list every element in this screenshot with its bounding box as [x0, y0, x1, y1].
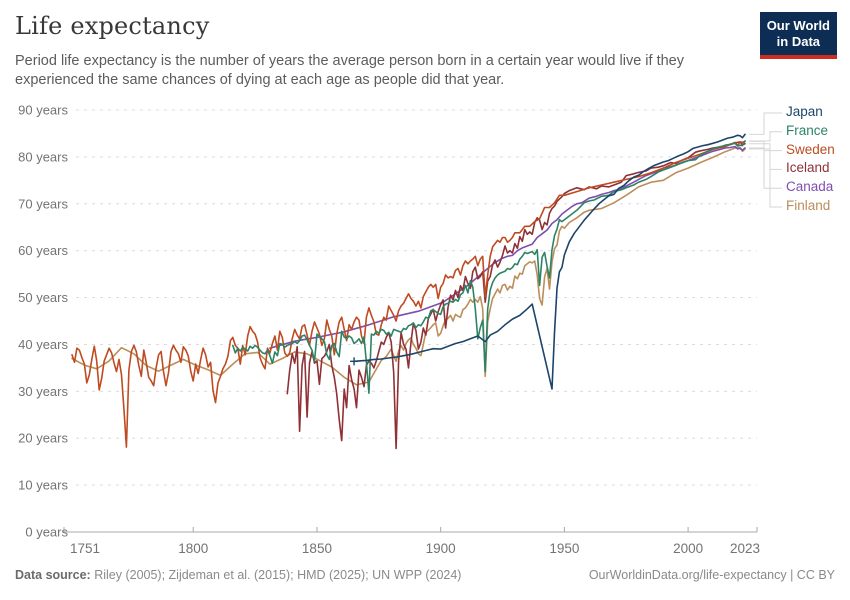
- owid-logo[interactable]: Our World in Data: [759, 12, 837, 59]
- y-axis-tick-label: 80 years: [18, 149, 68, 164]
- chart-subtitle: Period life expectancy is the number of …: [15, 53, 684, 89]
- y-axis-tick-label: 30 years: [18, 384, 68, 399]
- series-line-finland: [71, 146, 746, 386]
- y-axis-tick-label: 90 years: [18, 103, 68, 118]
- x-axis-tick-label: 1900: [426, 541, 456, 556]
- legend-item-finland[interactable]: Finland: [786, 198, 831, 213]
- series-line-france: [232, 140, 746, 394]
- legend-item-iceland[interactable]: Iceland: [786, 160, 830, 176]
- y-axis-tick-label: 20 years: [18, 431, 68, 446]
- y-axis-tick-label: 50 years: [18, 290, 68, 305]
- owid-logo-line2: in Data: [776, 34, 821, 50]
- y-axis-tick-label: 0 years: [25, 525, 68, 540]
- footer-source-label: Data source:: [15, 568, 91, 582]
- x-axis-tick-label: 1800: [178, 541, 208, 556]
- y-axis-tick-label: 60 years: [18, 243, 68, 258]
- chart-title: Life expectancy: [15, 12, 210, 40]
- legend-item-sweden[interactable]: Sweden: [786, 141, 835, 157]
- legend-connector: [749, 112, 782, 135]
- x-axis-tick-label: 1751: [70, 541, 100, 556]
- series-line-iceland: [286, 141, 746, 450]
- x-axis-tick-label: 2023: [730, 541, 760, 556]
- y-axis-tick-label: 10 years: [18, 478, 68, 493]
- y-axis-tick-label: 70 years: [18, 196, 68, 211]
- series-line-japan: [353, 133, 746, 390]
- legend-connector: [749, 140, 782, 152]
- series-line-sweden: [71, 140, 746, 448]
- legend-connector: [749, 148, 782, 208]
- x-axis-tick-label: 1950: [549, 541, 579, 556]
- x-axis-tick-label: 1850: [302, 541, 332, 556]
- footer-link[interactable]: OurWorldinData.org/life-expectancy | CC …: [588, 568, 835, 582]
- y-axis-tick-label: 40 years: [18, 337, 68, 352]
- legend-connector: [749, 147, 782, 189]
- footer-source-text: Riley (2005); Zijdeman et al. (2015); HM…: [90, 568, 462, 582]
- legend-item-france[interactable]: France: [786, 122, 829, 138]
- x-axis-tick-label: 2000: [673, 541, 703, 556]
- legend-connector: [749, 131, 782, 142]
- owid-logo-line1: Our World: [766, 18, 830, 33]
- footer-source: Data source: Riley (2005); Zijdeman et a…: [15, 568, 461, 582]
- legend-item-canada[interactable]: Canada: [786, 179, 834, 195]
- legend-item-japan[interactable]: Japan: [786, 104, 823, 119]
- chart-footer: Data source: Riley (2005); Zijdeman et a…: [15, 568, 835, 582]
